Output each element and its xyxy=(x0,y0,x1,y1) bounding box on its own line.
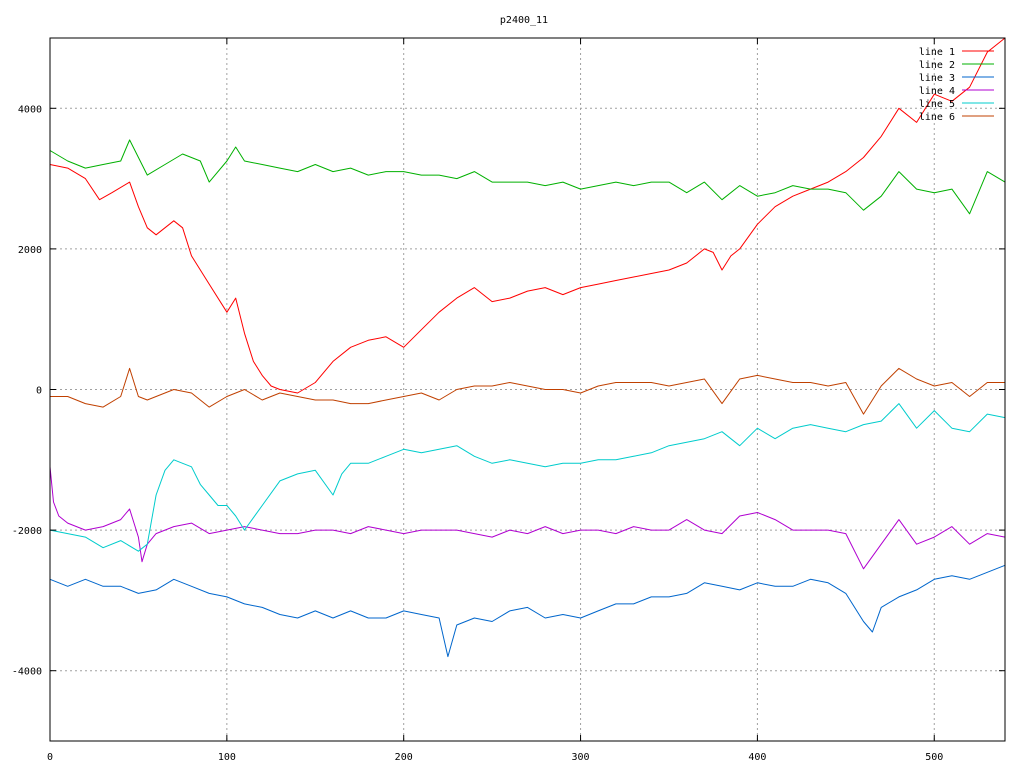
y-tick-label: -4000 xyxy=(12,667,42,678)
series-line-6 xyxy=(50,367,1005,415)
x-tick-label: 200 xyxy=(395,752,413,763)
series-line-1 xyxy=(49,37,1006,394)
series-line-2 xyxy=(49,139,1006,215)
chart-title: p2400_11 xyxy=(500,15,548,26)
x-tick-label: 500 xyxy=(925,752,943,763)
x-tick-label: 400 xyxy=(748,752,766,763)
y-tick-label: 2000 xyxy=(18,245,42,256)
legend-label-1: line 1 xyxy=(919,47,955,58)
y-tick-label: 0 xyxy=(36,386,42,397)
y-tick-label: 4000 xyxy=(18,104,42,115)
x-tick-label: 300 xyxy=(572,752,590,763)
x-tick-label: 100 xyxy=(218,752,236,763)
y-tick-label: -2000 xyxy=(12,526,42,537)
legend-label-4: line 4 xyxy=(919,86,955,97)
series-line-4 xyxy=(49,466,1006,570)
x-axis: 0 100 200 300 400 500 xyxy=(47,38,943,763)
grid-lines xyxy=(50,38,1005,741)
legend: line 1 line 2 line 3 line 4 line 5 line 6 xyxy=(919,47,994,123)
legend-label-6: line 6 xyxy=(919,112,955,123)
y-axis: -4000 -2000 0 2000 4000 xyxy=(12,104,1005,678)
series-line-3 xyxy=(49,564,1006,658)
x-tick-label: 0 xyxy=(47,752,53,763)
legend-label-2: line 2 xyxy=(919,60,955,71)
legend-label-5: line 5 xyxy=(919,99,955,110)
legend-label-3: line 3 xyxy=(919,73,955,84)
series-lines xyxy=(49,37,1006,658)
series-line-5 xyxy=(49,403,1006,552)
